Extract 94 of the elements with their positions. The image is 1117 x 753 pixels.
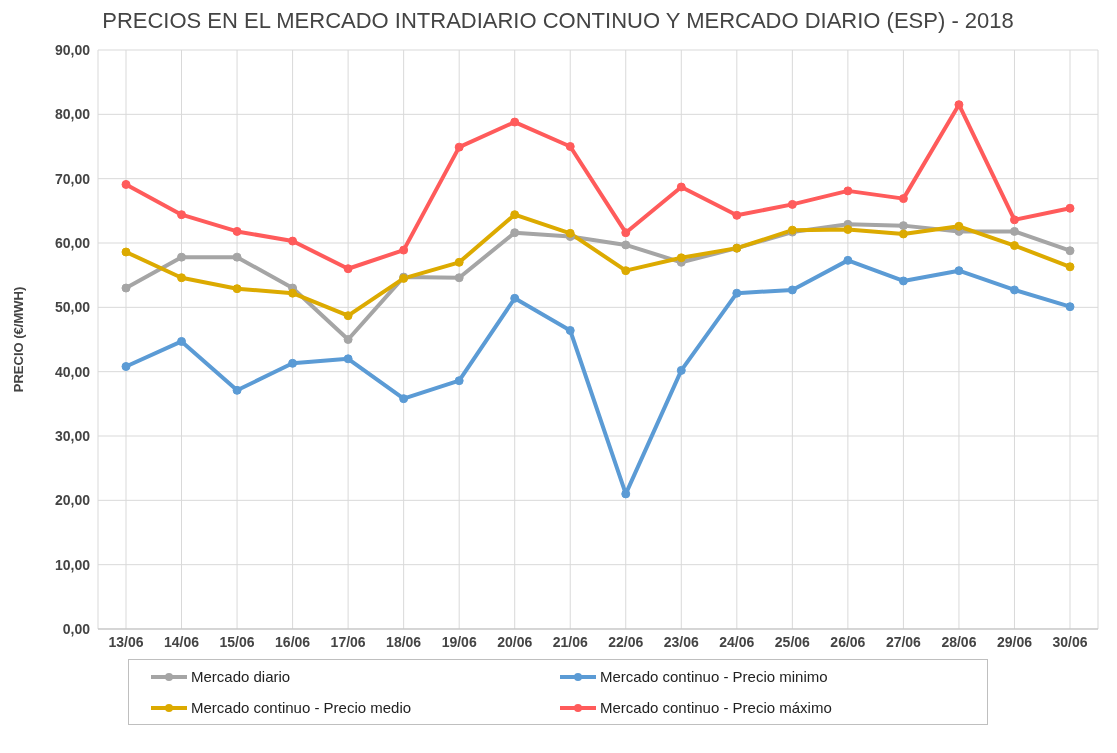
point <box>621 489 631 499</box>
point <box>232 385 242 395</box>
point <box>510 293 520 303</box>
point <box>343 311 353 321</box>
point <box>343 264 353 274</box>
chart-title: PRECIOS EN EL MERCADO INTRADIARIO CONTINUO Y MERCADO DIARIO (ESP) - 2018 <box>101 8 1015 34</box>
point <box>898 229 908 239</box>
point <box>732 288 742 298</box>
point <box>787 285 797 295</box>
x-tick-label: 19/06 <box>441 633 477 650</box>
point <box>843 224 853 234</box>
point <box>454 273 464 283</box>
point <box>454 257 464 267</box>
legend-label: Mercado diario <box>191 668 291 685</box>
y-tick-label: 20,00 <box>54 492 91 509</box>
point <box>565 228 575 238</box>
point <box>787 199 797 209</box>
point <box>1009 241 1019 251</box>
point <box>121 362 131 372</box>
point <box>621 240 631 250</box>
point <box>565 142 575 151</box>
point <box>177 273 187 283</box>
point <box>621 228 631 238</box>
point <box>898 194 908 204</box>
y-tick-label: 30,00 <box>54 427 91 444</box>
point <box>843 255 853 265</box>
y-axis-title: PRECIO (€/MWH) <box>10 286 26 393</box>
point <box>121 247 131 257</box>
x-tick-label: 26/06 <box>830 633 866 650</box>
point <box>1009 226 1019 236</box>
point <box>954 266 964 276</box>
y-tick-label: 50,00 <box>54 299 91 316</box>
point <box>1009 285 1019 295</box>
x-tick-label: 14/06 <box>164 633 200 650</box>
y-tick-label: 70,00 <box>54 170 91 187</box>
point <box>454 142 464 152</box>
point <box>1009 215 1019 225</box>
point <box>898 276 908 286</box>
x-tick-label: 20/06 <box>497 633 533 650</box>
point <box>510 117 520 127</box>
point <box>121 283 131 293</box>
x-tick-label: 15/06 <box>219 633 255 650</box>
point <box>732 210 742 220</box>
point <box>232 252 242 262</box>
x-tick-label: 30/06 <box>1052 633 1088 650</box>
point <box>399 245 409 255</box>
point <box>343 335 353 344</box>
point <box>676 182 686 192</box>
x-tick-label: 29/06 <box>996 633 1033 650</box>
point <box>288 236 298 246</box>
x-tick-label: 25/06 <box>774 633 811 650</box>
point <box>676 253 686 263</box>
x-tick-label: 18/06 <box>386 633 422 650</box>
point <box>232 284 242 294</box>
point <box>232 226 242 236</box>
x-tick-label: 27/06 <box>885 633 922 650</box>
legend-label: Mercado continuo - Precio minimo <box>600 668 828 685</box>
x-tick-label: 17/06 <box>330 633 366 650</box>
x-tick-label: 23/06 <box>663 633 700 650</box>
point <box>121 179 131 189</box>
x-tick-label: 24/06 <box>719 633 755 650</box>
x-tick-label: 28/06 <box>941 633 977 650</box>
legend-label: Mercado continuo - Precio máximo <box>600 699 832 716</box>
y-tick-label: 10,00 <box>54 556 91 573</box>
point <box>1065 203 1075 213</box>
point <box>1065 246 1075 256</box>
point <box>399 394 409 404</box>
point <box>454 376 464 386</box>
point <box>621 266 631 276</box>
point <box>177 336 187 346</box>
point <box>343 354 353 364</box>
point <box>565 325 575 335</box>
y-tick-label: 0,00 <box>62 620 91 637</box>
x-tick-label: 21/06 <box>552 633 588 650</box>
point <box>177 210 187 220</box>
point <box>1065 302 1075 312</box>
point <box>177 252 187 262</box>
y-tick-label: 60,00 <box>54 234 91 251</box>
point <box>288 288 298 298</box>
y-tick-label: 80,00 <box>54 106 91 123</box>
y-tick-label: 40,00 <box>54 363 91 380</box>
x-tick-label: 22/06 <box>608 633 644 650</box>
legend-label: Mercado continuo - Precio medio <box>191 699 412 716</box>
point <box>843 186 853 196</box>
x-tick-label: 16/06 <box>275 633 311 650</box>
point <box>676 365 686 375</box>
point <box>954 221 964 231</box>
point <box>1065 262 1075 272</box>
point <box>898 221 908 231</box>
y-tick-label: 90,00 <box>54 41 91 58</box>
point <box>288 358 298 368</box>
point <box>510 210 520 220</box>
x-tick-label: 13/06 <box>108 633 144 650</box>
point <box>510 228 520 238</box>
